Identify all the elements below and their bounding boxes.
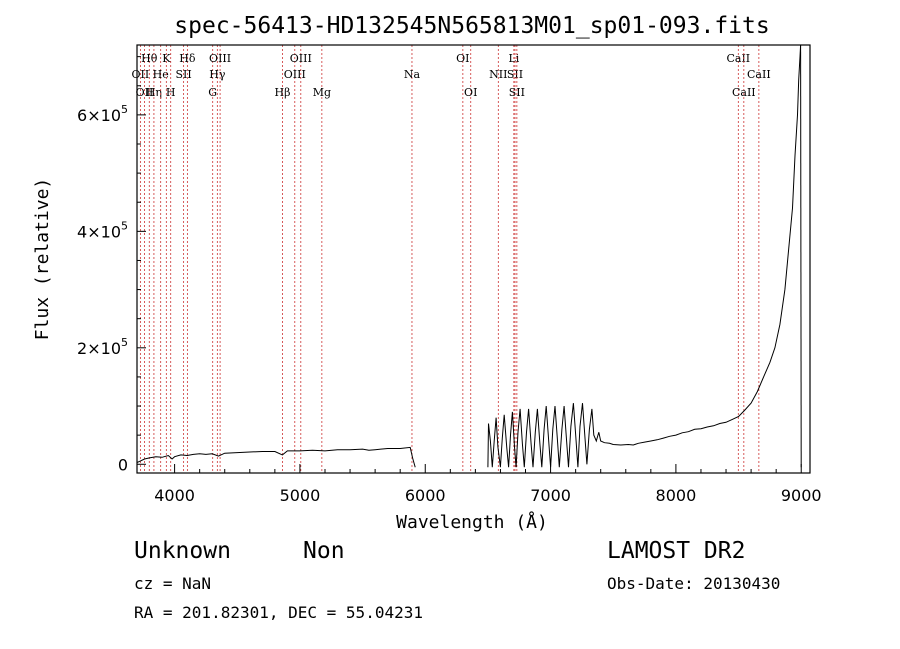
marker-label: CaII [726,52,750,65]
x-tick-label: 6000 [405,486,446,505]
line-markers: OIIOIIHθHηHeKHSIIHδGHγOIIIHβOIIIOIIIMgNa… [132,45,771,473]
x-tick-label: 9000 [781,486,822,505]
marker-label: SII [507,68,523,81]
y-tick-exponent: 5 [121,103,128,116]
y-tick-mantissa: 6×10 [77,106,121,125]
x-tick-label: 7000 [530,486,571,505]
spectrum-segment [487,44,802,468]
marker-label: Hβ [275,86,291,99]
marker-label: H [166,86,176,99]
y-tick-label: 6×105 [77,103,128,125]
y-tick-label: 0 [118,455,128,474]
y-tick-label: 2×105 [77,336,128,358]
y-tick-mantissa: 4×10 [77,222,121,241]
x-axis-label: Wavelength (Å) [396,511,548,533]
marker-label: Na [404,68,421,81]
x-tick-label: 8000 [656,486,697,505]
y-tick-mantissa: 0 [118,455,128,474]
y-tick-exponent: 5 [121,336,128,349]
marker-label: NII [489,68,507,81]
redshift-cz: cz = NaN [134,574,212,593]
spectrum-line [136,44,802,468]
x-axis: 4000 5000 6000 7000 8000 9000 [154,464,822,505]
spectral-class: Unknown [134,538,231,564]
marker-label: SII [176,68,192,81]
marker-label: OII [132,68,150,81]
observation-date: Obs-Date: 20130430 [607,574,781,593]
spectral-subclass: Non [303,538,345,564]
x-tick-label: 5000 [280,486,321,505]
marker-label: OI [456,52,469,65]
y-tick-label: 4×105 [77,219,128,241]
marker-label: CaII [732,86,756,99]
plot-frame [136,44,811,474]
survey-name: LAMOST DR2 [607,538,746,564]
y-axis-label: Flux (relative) [32,178,53,341]
marker-label: Hη [146,86,162,99]
marker-label: Hγ [209,68,226,81]
spectrum-segment [800,44,802,468]
x-tick-label: 4000 [154,486,195,505]
coordinates: RA = 201.82301, DEC = 55.04231 [134,603,423,622]
marker-label: OIII [290,52,312,65]
chart-title: spec-56413-HD132545N565813M01_sp01-093.f… [174,13,769,39]
marker-label: Hδ [179,52,196,65]
marker-label: SII [509,86,525,99]
y-tick-exponent: 5 [121,219,128,232]
spectrum-segment [136,446,414,463]
y-tick-mantissa: 2×10 [77,339,121,358]
marker-label: OIII [284,68,306,81]
marker-label: Hθ [141,52,158,65]
marker-label: OI [464,86,477,99]
marker-label: Li [508,52,519,65]
marker-label: Mg [313,86,331,99]
marker-label: K [162,52,171,65]
spectrum-segment [412,458,416,468]
marker-label: CaII [747,68,771,81]
marker-label: OIII [209,52,231,65]
marker-label: He [153,68,169,81]
marker-label: G [208,86,217,99]
